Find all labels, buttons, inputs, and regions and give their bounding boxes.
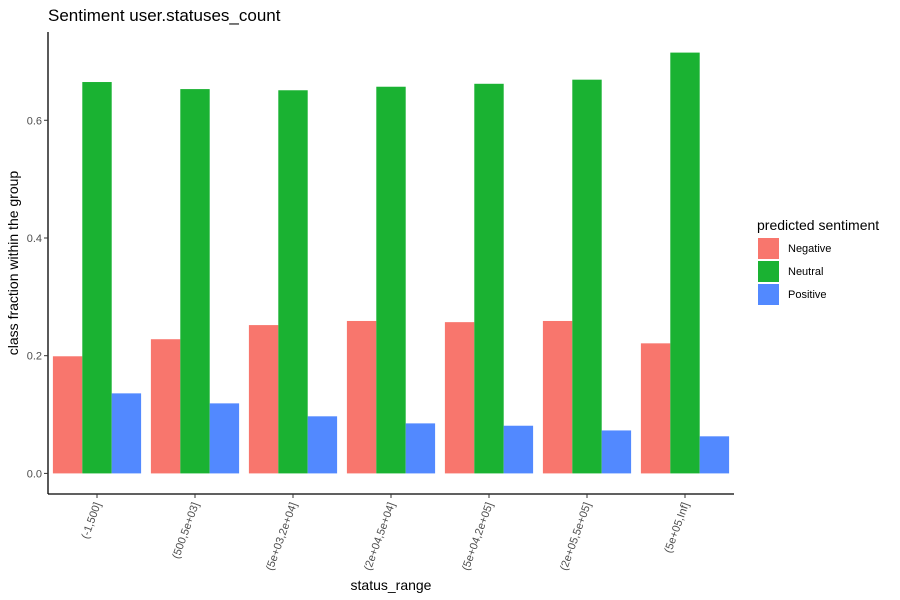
bar-neutral-2 xyxy=(278,90,308,474)
bar-negative-4 xyxy=(444,322,475,474)
bar-negative-2 xyxy=(248,325,279,474)
x-tick-label: (500,5e+03] xyxy=(170,501,201,561)
bar-positive-5 xyxy=(601,430,632,474)
y-axis-title: class fraction within the group xyxy=(5,171,21,356)
bar-negative-3 xyxy=(346,320,377,474)
bar-positive-6 xyxy=(699,436,730,474)
y-axis: 0.0 0.2 0.4 0.6 xyxy=(27,32,49,494)
legend-key-positive xyxy=(758,284,779,305)
bar-positive-4 xyxy=(503,425,534,474)
x-tick-label: (2e+04,5e+04] xyxy=(362,501,398,572)
y-tick-label: 0.6 xyxy=(27,115,42,127)
legend-label-negative: Negative xyxy=(788,243,831,255)
bar-neutral-0 xyxy=(82,82,112,474)
y-tick-label: 0.4 xyxy=(27,233,42,245)
bar-negative-6 xyxy=(640,343,671,474)
bar-neutral-5 xyxy=(572,79,602,474)
y-tick-label: 0.0 xyxy=(27,468,42,480)
legend-key-negative xyxy=(758,238,779,259)
bar-positive-3 xyxy=(405,423,436,474)
bar-negative-0 xyxy=(52,356,83,474)
bar-negative-5 xyxy=(542,320,573,474)
x-axis-title: status_range xyxy=(351,577,432,593)
chart-title: Sentiment user.statuses_count xyxy=(48,6,281,25)
x-tick-label: (5e+05,Inf] xyxy=(662,501,691,555)
legend-label-neutral: Neutral xyxy=(788,266,823,278)
y-tick-label: 0.2 xyxy=(27,351,42,363)
legend-label-positive: Positive xyxy=(788,289,827,301)
bar-positive-2 xyxy=(307,416,338,474)
x-tick-label: (5e+03,2e+04] xyxy=(264,501,300,572)
legend-key-neutral xyxy=(758,261,779,282)
bar-neutral-3 xyxy=(376,86,406,474)
legend: predicted sentiment Negative Neutral Posit… xyxy=(757,217,879,305)
x-axis: (-1,500] (500,5e+03] (5e+03,2e+04] (2e+04,5… xyxy=(48,493,734,572)
legend-title: predicted sentiment xyxy=(757,217,879,233)
bar-neutral-4 xyxy=(474,83,504,474)
bars-group xyxy=(52,52,730,474)
x-tick-label: (5e+04,2e+05] xyxy=(460,501,496,572)
bar-neutral-6 xyxy=(670,52,700,474)
bar-negative-1 xyxy=(150,339,181,474)
bar-positive-1 xyxy=(209,403,240,474)
x-tick-label: (2e+05,5e+05] xyxy=(558,501,594,572)
x-tick-label: (-1,500] xyxy=(80,501,104,541)
bar-neutral-1 xyxy=(180,89,210,474)
bar-positive-0 xyxy=(111,393,142,474)
